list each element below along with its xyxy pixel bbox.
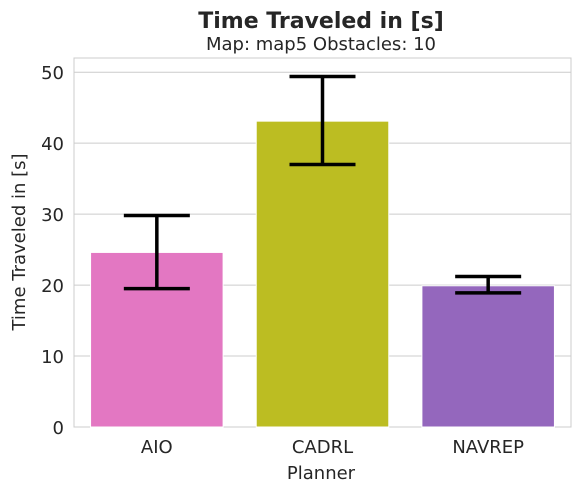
y-tick-label: 0 xyxy=(53,418,64,439)
error-bars xyxy=(123,74,522,295)
chart-subtitle: Map: map5 Obstacles: 10 xyxy=(206,34,436,55)
y-tick-label: 20 xyxy=(41,276,64,297)
y-tick-label: 50 xyxy=(41,63,64,84)
x-tick-label: NAVREP xyxy=(452,437,524,458)
x-axis-label: Planner xyxy=(287,463,356,484)
y-tick-label: 10 xyxy=(41,347,64,368)
chart-title: Time Traveled in [s] xyxy=(198,9,444,34)
y-axis-label: Time Traveled in [s] xyxy=(9,153,30,331)
x-tick-labels: AIO CADRL NAVREP xyxy=(141,437,524,458)
x-tick-label: CADRL xyxy=(292,437,353,458)
x-tick-label: AIO xyxy=(141,437,173,458)
y-tick-labels: 0 10 20 30 40 50 xyxy=(41,63,64,439)
y-tick-label: 40 xyxy=(41,134,64,155)
y-tick-label: 30 xyxy=(41,205,64,226)
bars xyxy=(90,120,555,428)
bar-cadrl xyxy=(255,120,390,428)
bar-navrep xyxy=(421,285,555,428)
